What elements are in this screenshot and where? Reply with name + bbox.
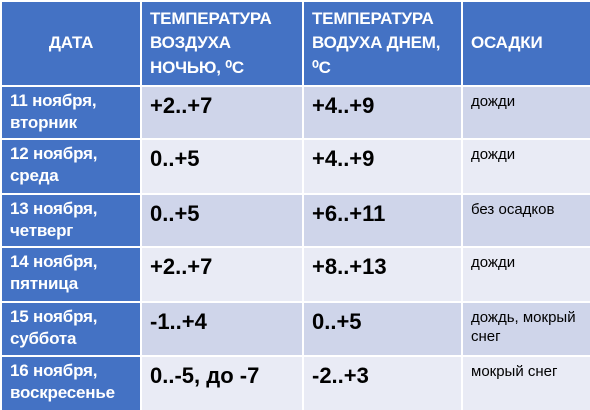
date-cell: 13 ноября, четверг — [0, 193, 142, 249]
table-row: 11 ноября, вторник +2..+7 +4..+9 дожди — [0, 84, 590, 141]
date-cell: 15 ноября, суббота — [0, 301, 142, 358]
precipitation-cell: дождь, мокрый снег — [461, 301, 590, 358]
temperature-cell: +4..+9 — [302, 138, 463, 196]
temperature-cell: +4..+9 — [302, 84, 463, 141]
temperature-cell: +2..+7 — [140, 84, 304, 141]
header-row: ДАТА ТЕМПЕРАТУРА ВОЗДУХА НОЧЬЮ, ⁰С ТЕМПЕРА… — [0, 0, 590, 87]
temperature-cell: 0..+5 — [140, 193, 304, 249]
header-cell: ДАТА — [0, 0, 142, 87]
header-cell: ОСАДКИ — [461, 0, 590, 87]
temperature-cell: -2..+3 — [302, 355, 463, 410]
temperature-cell: +8..+13 — [302, 246, 463, 304]
precipitation-cell: дожди — [461, 246, 590, 304]
temperature-cell: +2..+7 — [140, 246, 304, 304]
date-cell: 11 ноября, вторник — [0, 84, 142, 141]
table-row: 15 ноября, суббота -1..+4 0..+5 дождь, мокр… — [0, 301, 590, 358]
precipitation-cell: дожди — [461, 84, 590, 141]
temperature-cell: 0..+5 — [140, 138, 304, 196]
precipitation-cell: дожди — [461, 138, 590, 196]
table-row: 16 ноября, воскресенье 0..-5, до -7 -2..+3… — [0, 355, 590, 410]
date-cell: 12 ноября, среда — [0, 138, 142, 196]
table-row: 13 ноября, четверг 0..+5 +6..+11 без осадко… — [0, 193, 590, 249]
temperature-cell: +6..+11 — [302, 193, 463, 249]
table-row: 14 ноября, пятница +2..+7 +8..+13 дожди — [0, 246, 590, 304]
temperature-cell: -1..+4 — [140, 301, 304, 358]
precipitation-cell: без осадков — [461, 193, 590, 249]
temperature-cell: 0..-5, до -7 — [140, 355, 304, 410]
date-cell: 16 ноября, воскресенье — [0, 355, 142, 410]
date-cell: 14 ноября, пятница — [0, 246, 142, 304]
precipitation-cell: мокрый снег — [461, 355, 590, 410]
temperature-cell: 0..+5 — [302, 301, 463, 358]
header-cell: ТЕМПЕРАТУРА ВОЗДУХА НОЧЬЮ, ⁰С — [140, 0, 304, 87]
table-row: 12 ноября, среда 0..+5 +4..+9 дожди — [0, 138, 590, 196]
header-cell: ТЕМПЕРАТУРА ВОДУХА ДНЕМ, ⁰С — [302, 0, 463, 87]
